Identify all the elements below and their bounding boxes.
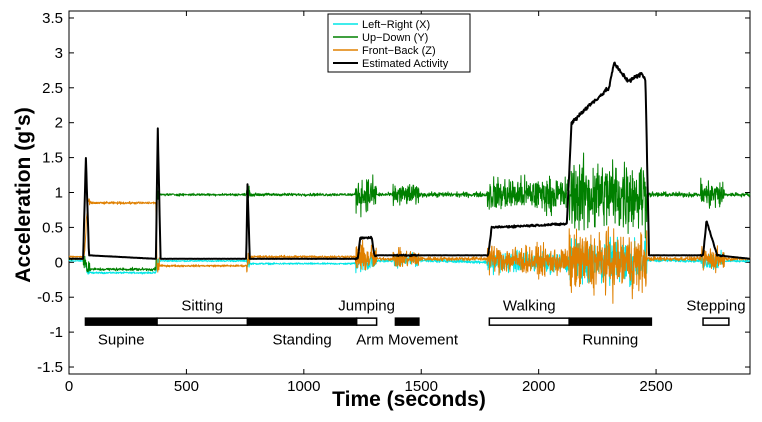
- legend-entry: Left−Right (X): [362, 19, 430, 31]
- activity-bar: [488, 317, 570, 326]
- series-line: [68, 152, 751, 273]
- legend-entry: Up−Down (Y): [362, 32, 428, 44]
- x-tick-label: 2000: [522, 378, 555, 395]
- activity-label: Supine: [98, 332, 145, 349]
- y-tick-label: 3: [55, 45, 63, 62]
- y-tick-label: 0.5: [42, 219, 63, 236]
- y-tick-label: 1: [55, 185, 63, 202]
- x-axis-title: Time (seconds): [332, 388, 486, 411]
- y-tick-label: -0.5: [37, 289, 63, 306]
- activity-bar: [394, 317, 420, 326]
- activity-bar: [84, 317, 158, 326]
- y-tick-label: -1: [50, 324, 63, 341]
- activity-label: Sitting: [181, 298, 223, 315]
- x-tick-label: 1500: [405, 378, 438, 395]
- series-line: [68, 61, 751, 261]
- activity-label: Arm Movement: [356, 332, 459, 349]
- activity-bar: [568, 317, 653, 326]
- x-tick-label: 2500: [639, 378, 672, 395]
- y-tick-label: -1.5: [37, 359, 63, 376]
- x-tick-label: 0: [65, 378, 73, 395]
- activity-label: Stepping: [686, 298, 745, 315]
- y-tick-label: 3.5: [42, 10, 63, 27]
- y-tick-label: 2: [55, 115, 63, 132]
- y-tick-label: 0: [55, 254, 63, 271]
- y-tick-label: 1.5: [42, 150, 63, 167]
- activity-bar: [156, 317, 249, 326]
- x-tick-label: 500: [174, 378, 199, 395]
- series-line: [68, 198, 751, 304]
- activity-label: Running: [582, 332, 638, 349]
- legend-entry: Estimated Activity: [362, 58, 449, 70]
- x-tick-label: 1000: [287, 378, 320, 395]
- activity-label: Walking: [503, 298, 556, 315]
- legend-entry: Front−Back (Z): [362, 45, 436, 57]
- activity-bar: [355, 317, 378, 326]
- y-tick-label: 2.5: [42, 80, 63, 97]
- activity-bar: [246, 317, 358, 326]
- activity-bar: [702, 317, 730, 326]
- activity-label: Standing: [272, 332, 331, 349]
- activity-label: Jumping: [338, 298, 395, 315]
- y-axis-title: Acceleration (g's): [12, 107, 35, 282]
